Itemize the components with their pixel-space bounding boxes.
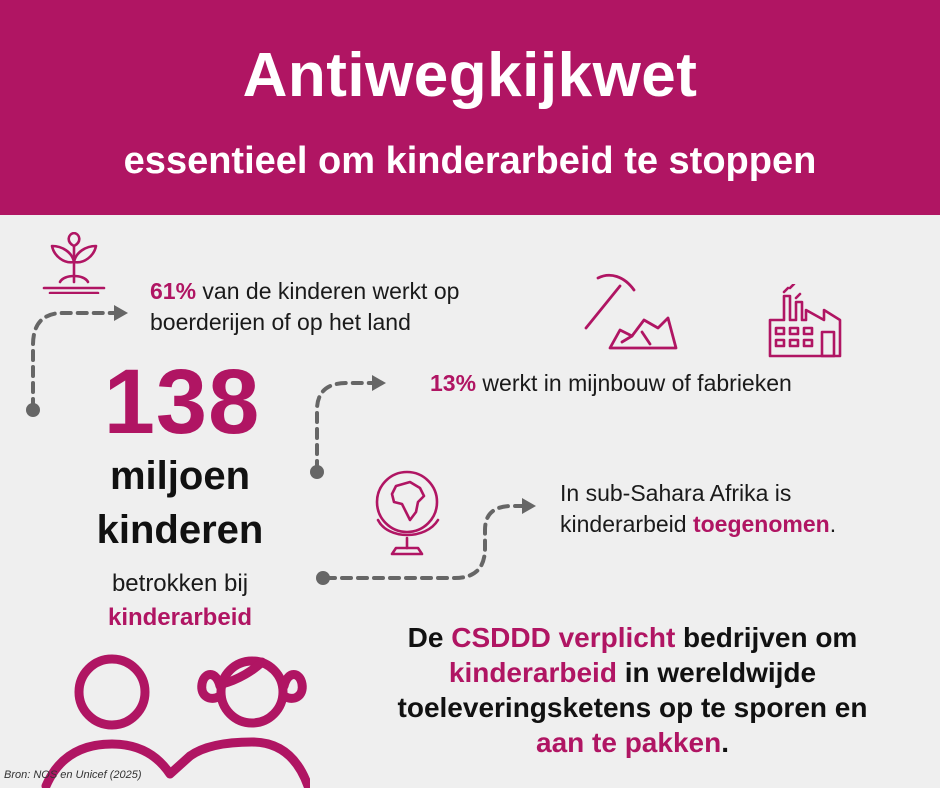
csddd-line1: De CSDDD verplicht bedrijven om (360, 620, 905, 655)
plant-icon (42, 232, 106, 294)
children-count: 138 (103, 351, 261, 453)
mining-percent: 13% (430, 370, 477, 396)
farms-line1-rest: van de kinderen werkt op (196, 278, 460, 304)
csddd-line4: aan te pakken. (360, 725, 905, 760)
csddd-l1-a: De (407, 622, 452, 653)
csddd-line2: kinderarbeid in wereldwijde (360, 655, 905, 690)
csddd-line3: toeleveringsketens op te sporen en (397, 692, 868, 723)
csddd-l1-b: CSDDD verplicht (451, 622, 676, 653)
source-note: Bron: NOS en Unicef (2025) (4, 769, 142, 781)
arrow-to-africa (324, 504, 528, 580)
africa-stat-line2: kinderarbeid toegenomen. (560, 509, 836, 540)
csddd-l4-b: . (721, 727, 729, 758)
farms-percent: 61% (150, 278, 197, 304)
africa-line2-pre: kinderarbeid (560, 511, 693, 537)
csddd-l2-a: kinderarbeid (448, 657, 617, 688)
children-context-line1: betrokken bij (111, 570, 249, 597)
factory-icon (768, 284, 842, 358)
pickaxe-mountain-icon (584, 273, 678, 350)
farms-stat-line2: boerderijen of op het land (150, 309, 411, 335)
africa-stat-line1: In sub-Sahara Afrika is (560, 480, 792, 506)
page-subtitle: essentieel om kinderarbeid te stoppen (123, 140, 817, 182)
mining-rest: werkt in mijnbouw of fabrieken (476, 370, 792, 396)
csddd-l1-c: bedrijven om (675, 622, 858, 653)
arrow-to-farms (31, 311, 120, 410)
arrow-to-mining (315, 381, 378, 472)
page-title: Antiwegkijkwet (242, 41, 698, 110)
mining-stat: 13% werkt in mijnbouw of fabrieken (430, 368, 792, 399)
children-icon (41, 654, 310, 788)
csddd-l4-a: aan te pakken (536, 727, 722, 758)
africa-line2-post: . (829, 511, 837, 537)
children-unit-line1: miljoen (109, 454, 251, 498)
csddd-statement: De CSDDD verplicht bedrijven om kinderar… (360, 620, 905, 760)
africa-highlight: toegenomen (692, 511, 830, 537)
farms-stat-line1: 61% van de kinderen werkt op (150, 276, 459, 307)
children-context-line2: kinderarbeid (107, 604, 253, 631)
header-banner: Antiwegkijkwet essentieel om kinderarbei… (0, 0, 940, 215)
children-unit-line2: kinderen (96, 508, 264, 552)
globe-africa-icon (375, 470, 440, 556)
csddd-l2-b: in wereldwijde (616, 657, 817, 688)
